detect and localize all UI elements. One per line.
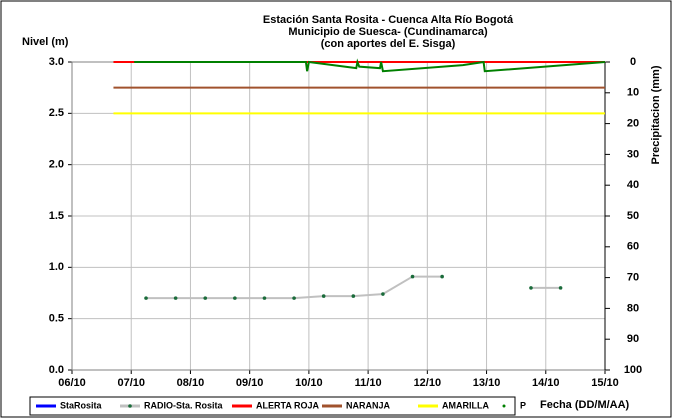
series-line — [134, 58, 606, 73]
legend-label: P — [520, 400, 526, 410]
y2-tick-label: 70 — [627, 272, 639, 284]
data-point — [351, 294, 356, 298]
data-point — [173, 296, 178, 300]
y2-tick-label: 90 — [627, 333, 639, 345]
x-tick-label: 07/10 — [117, 377, 145, 389]
data-point — [440, 274, 444, 279]
y-tick-label: 2.0 — [49, 159, 64, 171]
data-point — [410, 274, 415, 279]
x-tick-label: 14/10 — [532, 377, 560, 389]
data-point — [321, 294, 326, 298]
data-point — [144, 296, 148, 300]
legend-swatch — [502, 404, 506, 408]
y2-tick-label: 20 — [627, 118, 639, 130]
legend-box — [29, 396, 516, 416]
x-tick-label: 13/10 — [473, 377, 501, 389]
x-tick-label: 11/10 — [355, 377, 382, 389]
data-point — [203, 296, 208, 300]
data-point — [262, 296, 267, 300]
y-tick-label: 1.5 — [49, 210, 64, 222]
y2-tick-label: 60 — [627, 241, 639, 253]
y-tick-label: 0.5 — [49, 313, 64, 325]
y2-tick-label: 30 — [627, 148, 639, 160]
legend-swatch — [128, 404, 132, 408]
legend-label: NARANJA — [346, 400, 391, 410]
legend-label: StaRosita — [60, 400, 103, 410]
data-point — [233, 296, 237, 300]
legend-label: AMARILLA — [442, 400, 489, 410]
x-axis-label: Fecha (DD/M/AA) — [540, 399, 630, 411]
data-point — [529, 286, 533, 290]
y-axis-label: Nivel (m) — [22, 36, 69, 48]
y-tick-label: 2.5 — [49, 107, 64, 119]
y2-tick-label: 10 — [627, 87, 639, 99]
x-tick-label: 15/10 — [591, 377, 619, 389]
chart-title: Municipio de Suesca- (Cundinamarca) — [288, 26, 488, 38]
x-tick-label: 06/10 — [58, 377, 86, 389]
chart-title: (con aportes del E. Sisga) — [321, 38, 456, 50]
data-point — [558, 286, 563, 290]
y2-axis-label: Precipitacion (mm) — [650, 65, 662, 164]
x-tick-label: 08/10 — [177, 377, 205, 389]
x-tick-label: 09/10 — [236, 377, 264, 389]
x-tick-label: 10/10 — [295, 377, 323, 389]
y2-tick-label: 50 — [627, 210, 639, 222]
x-tick-label: 12/10 — [414, 377, 442, 389]
chart-title: Estación Santa Rosita - Cuenca Alta Río … — [263, 14, 514, 26]
data-point — [292, 296, 296, 300]
legend-label: RADIO-Sta. Rosita — [144, 400, 224, 410]
y-tick-label: 3.0 — [49, 56, 64, 68]
y2-tick-label: 80 — [627, 302, 639, 314]
y2-tick-label: 0 — [630, 56, 636, 68]
legend-label: ALERTA ROJA — [256, 400, 320, 410]
y-tick-label: 0.0 — [49, 364, 64, 376]
data-point — [381, 292, 385, 296]
y2-tick-label: 40 — [627, 179, 639, 191]
y2-tick-label: 100 — [624, 364, 642, 376]
y-tick-label: 1.0 — [49, 261, 64, 273]
